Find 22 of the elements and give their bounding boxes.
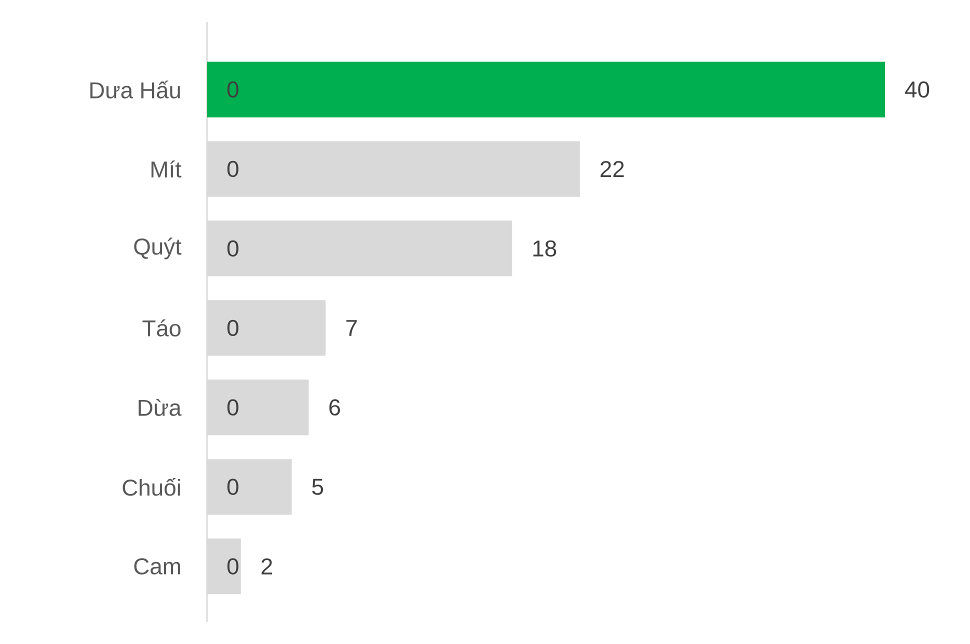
data-label: 7: [346, 320, 357, 336]
bar: [207, 62, 886, 118]
y-tick-label: Mít: [152, 160, 182, 178]
data-label: 0: [227, 320, 238, 336]
data-label: 0: [227, 399, 238, 416]
y-tick-label: Dưa Hấu: [90, 80, 180, 98]
data-label: 40: [905, 81, 930, 98]
data-label: 0: [227, 240, 238, 257]
y-tick-label: Quýt: [134, 238, 182, 260]
data-label: 0: [227, 478, 238, 495]
data-label: 22: [600, 161, 624, 178]
data-label: 18: [533, 240, 556, 257]
y-tick-label: Chuối: [122, 478, 180, 496]
data-label: 0: [227, 160, 238, 178]
data-label: 0: [227, 558, 238, 574]
y-tick-label: Táo: [142, 319, 181, 336]
data-label: 6: [329, 399, 340, 416]
data-label: 0: [227, 81, 238, 98]
data-label: 5: [312, 478, 324, 495]
y-tick-label: Cam: [134, 558, 180, 574]
y-tick-label: Dừa: [138, 398, 182, 416]
data-label: 2: [262, 558, 272, 574]
